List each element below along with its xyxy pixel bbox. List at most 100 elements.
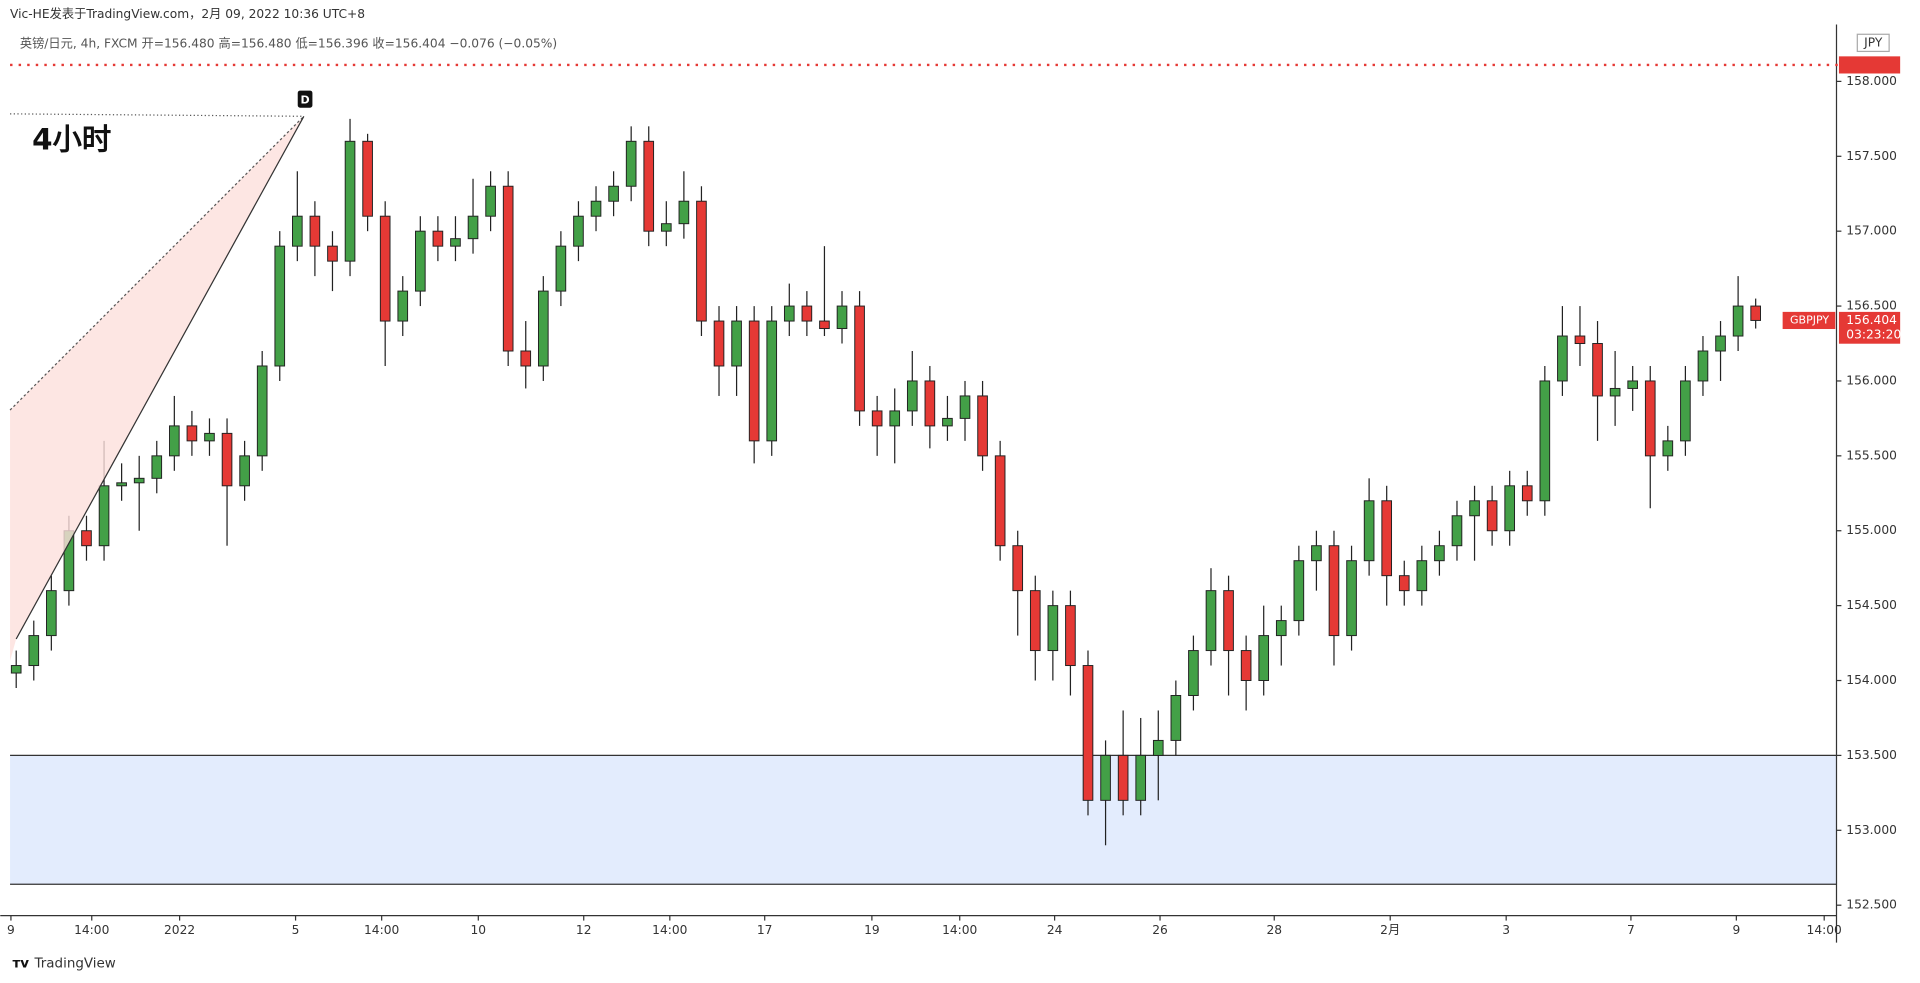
candle-body [1152,739,1164,756]
candle-body [959,395,971,419]
candle-body [1240,650,1252,682]
x-tick-label: 9 [1732,923,1740,937]
candle-body [1434,545,1445,562]
candle-body [1451,515,1463,547]
y-tick-label: 155.000 [1846,523,1897,537]
x-tick-label: 14:00 [652,923,687,937]
marker-label: D [301,93,310,106]
y-tick-label: 158.000 [1846,74,1897,88]
candle-body [1521,485,1533,502]
candle-body [1117,754,1129,801]
candle-body [590,200,602,217]
candle-body [1328,545,1340,637]
candle-body [379,215,391,322]
candle-body [502,185,514,352]
candle-body [608,185,619,202]
candle-body [467,215,479,240]
candle-body [327,245,338,262]
candle-body [1047,605,1059,652]
candle-body [1381,500,1393,577]
symbol-box [1782,311,1836,330]
last-price-label: 156.404 [1846,313,1897,327]
candle-body [1732,305,1744,337]
candle-body [520,350,532,367]
candle-body [1539,380,1551,502]
candle-body [1609,387,1621,397]
candle-body [1311,545,1322,562]
x-tick-label: 12 [576,923,592,937]
x-tick-label: 24 [1047,923,1063,937]
candle-body [204,432,215,442]
y-tick-label: 156.000 [1846,373,1897,387]
candle-body [766,320,778,442]
candle-body [169,425,180,457]
annotation: 4小时 [32,122,111,156]
candle-body [221,432,233,487]
candle-body [1416,560,1428,592]
y-tick-label: 156.500 [1846,299,1897,313]
x-tick-label: 17 [757,923,773,937]
candle-body [678,200,690,225]
candle-body [1223,590,1234,652]
zone [10,755,1837,885]
candle-body [239,455,250,487]
pattern-edge [15,116,305,640]
candle-body [977,395,988,457]
candle-body [889,410,901,427]
candle-body [555,245,567,292]
candle-body [1205,590,1217,652]
candle-body [1170,695,1182,741]
publisher: Vic-HE发表于TradingView.com，2月 09, 2022 10:… [10,6,365,21]
y-tick-label: 157.000 [1846,224,1897,238]
x-tick-label: 2022 [164,923,195,937]
candle-body [256,365,268,457]
countdown-label: 03:23:20 [1846,328,1901,342]
candle-body [46,590,57,637]
x-tick-label: 10 [471,923,487,937]
candle-body [1697,350,1709,382]
candle-body [1398,575,1410,592]
candle-body [151,455,163,479]
x-tick-label: 19 [864,923,880,937]
candle-body [783,305,795,322]
y-tick-label: 153.500 [1846,748,1897,762]
candle-body [942,417,953,427]
x-tick-label: 14:00 [74,923,109,937]
candle-body [1346,560,1357,637]
x-tick-label: 9 [7,923,15,937]
candle-body [1574,335,1586,345]
candle-body [1592,343,1603,397]
candle-body [748,320,760,442]
x-tick-label: 26 [1152,923,1168,937]
candle-body [1363,500,1375,562]
x-tick-label: 14:00 [364,923,399,937]
candle-body [713,320,725,367]
x-tick-label: 14:00 [1807,923,1842,937]
candle-body [871,410,883,427]
candle-body [98,485,110,547]
x-tick-label: 5 [292,923,300,937]
candle-body [1275,620,1287,637]
candle-body [415,230,426,292]
candle-body [696,200,707,322]
pattern-edge [9,115,305,411]
candle-body [1486,500,1498,532]
candle-body [186,425,198,442]
candle-body [133,477,145,484]
candle-body [116,482,127,487]
candle-body [1029,590,1041,652]
candle-body [1065,605,1076,667]
symbol-label: GBPJPY [1790,313,1829,326]
candle-body [1750,305,1761,321]
y-tick-label: 157.500 [1846,149,1897,163]
symbol-line: 英镑/日元, 4h, FXCM 开=156.480 高=156.480 低=15… [20,36,557,51]
candle-body [1012,545,1024,592]
candle-body [1188,650,1199,696]
currency-box [1856,33,1890,53]
candle-body [309,215,321,247]
candle-body [1293,560,1305,622]
x-tick-label: 14:00 [942,923,977,937]
currency: JPY [1863,35,1883,49]
